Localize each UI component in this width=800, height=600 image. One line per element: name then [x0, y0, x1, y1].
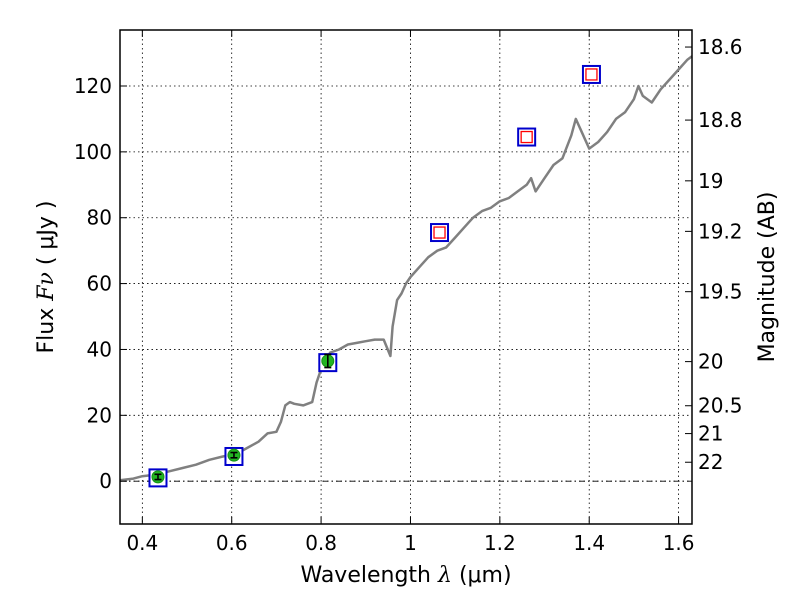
mag-tick-label: 22 [698, 450, 723, 474]
mag-tick-label: 19.2 [698, 219, 743, 243]
y-axis-title: Flux Fν ( μJy ) [34, 200, 59, 353]
upper-limit-square [433, 226, 446, 239]
y2-axis-title: Magnitude (AB) [755, 192, 780, 363]
mag-tick-label: 19 [698, 169, 723, 193]
y-tick-label: 40 [87, 337, 112, 361]
model-photometry-square [430, 223, 450, 243]
model-photometry-square [581, 64, 601, 84]
axis-ticks: 0.4 0.6 0.8 1 1.2 1.4 1.6 0 20 40 60 80 100 120 18.6 18… [74, 30, 743, 555]
model-photometry-square [517, 127, 537, 147]
mag-tick-label: 18.6 [698, 35, 743, 59]
upper-limit-square [585, 68, 598, 81]
spectrum [119, 55, 693, 482]
mag-tick-label: 21 [698, 422, 723, 446]
x-tick-label: 0.4 [126, 531, 158, 555]
mag-tick-label: 19.5 [698, 280, 743, 304]
y-tick-label: 100 [74, 140, 112, 164]
y-tick-label: 120 [74, 74, 112, 98]
y-tick-label: 80 [87, 206, 112, 230]
mag-tick-label: 20 [698, 350, 723, 374]
x-axis-title: Wavelength λ (μm) [300, 563, 511, 588]
x-tick-label: 1.4 [573, 531, 605, 555]
plot-area [120, 30, 692, 524]
x-tick-label: 1.2 [484, 531, 516, 555]
spectrum-line [119, 55, 693, 482]
y-tick-label: 20 [87, 403, 112, 427]
mag-tick-label: 18.8 [698, 108, 743, 132]
y-tick-label: 60 [87, 272, 112, 296]
plot-frame [119, 29, 693, 525]
photometry-markers [148, 64, 601, 488]
x-tick-label: 0.8 [305, 531, 337, 555]
x-tick-label: 1 [404, 531, 417, 555]
x-tick-label: 0.6 [216, 531, 248, 555]
mag-tick-label: 20.5 [698, 394, 743, 418]
x-tick-label: 1.6 [663, 531, 695, 555]
upper-limit-square [520, 130, 533, 144]
y-tick-label: 0 [99, 469, 112, 493]
